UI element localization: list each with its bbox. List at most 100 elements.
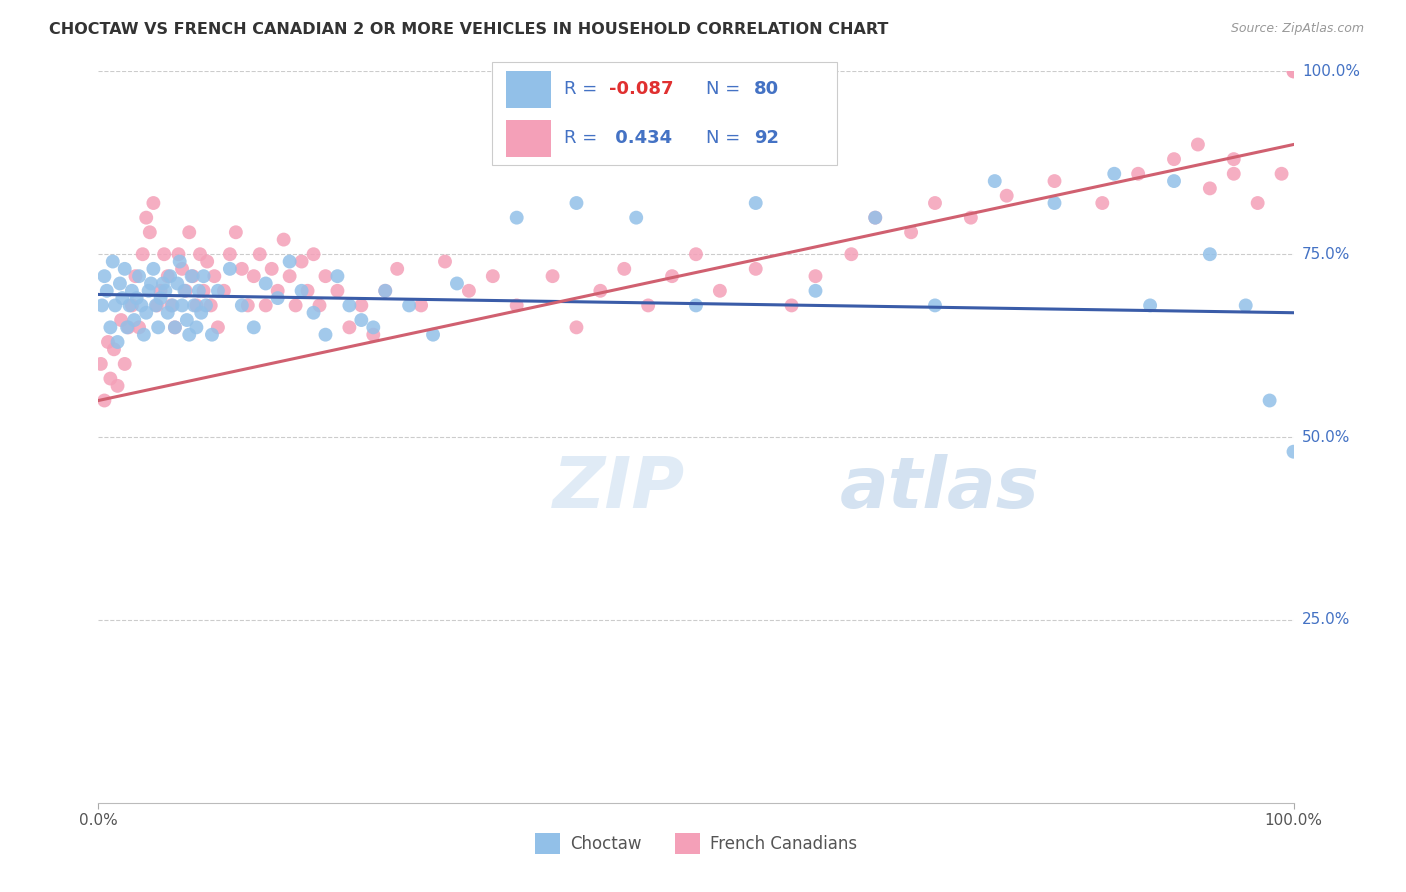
Point [149, 291, 172, 305]
Point [278, 254, 301, 268]
Point [225, 225, 247, 239]
Point [121, 284, 143, 298]
Point [114, 261, 136, 276]
Point [254, 277, 277, 291]
Bar [506, 120, 551, 157]
Point [685, 247, 707, 261]
Point [260, 261, 283, 276]
Point [163, 320, 186, 334]
Point [153, 247, 176, 261]
Point [350, 298, 373, 312]
Point [231, 261, 253, 276]
Point [188, 247, 211, 261]
Point [193, 284, 215, 298]
Point [291, 254, 314, 268]
Point [219, 261, 242, 276]
Point [291, 284, 314, 298]
Point [398, 298, 420, 312]
Point [156, 269, 179, 284]
Point [131, 298, 153, 312]
Point [434, 254, 457, 268]
Point [135, 306, 157, 320]
Point [200, 298, 222, 312]
Point [114, 357, 136, 371]
Point [565, 196, 588, 211]
Point [1104, 167, 1126, 181]
Point [626, 211, 648, 225]
Text: 75.0%: 75.0% [1302, 247, 1350, 261]
Point [118, 298, 141, 312]
Point [506, 298, 529, 312]
Text: 0.434: 0.434 [609, 129, 672, 147]
Point [103, 343, 125, 357]
Point [995, 188, 1018, 202]
Point [124, 269, 146, 284]
Point [90, 357, 112, 371]
Point [780, 298, 803, 312]
Point [297, 284, 319, 298]
Point [661, 269, 683, 284]
Point [132, 327, 155, 342]
Point [111, 291, 134, 305]
Point [374, 284, 396, 298]
Point [315, 327, 337, 342]
Point [202, 269, 225, 284]
Point [138, 284, 160, 298]
Point [167, 247, 190, 261]
Point [565, 320, 588, 334]
Point [139, 277, 162, 291]
Point [93, 393, 115, 408]
Point [1234, 298, 1257, 312]
Point [93, 269, 115, 284]
Point [166, 277, 188, 291]
Point [1199, 247, 1222, 261]
Point [422, 327, 444, 342]
Point [139, 225, 162, 239]
Point [179, 327, 201, 342]
Point [1247, 196, 1270, 211]
Point [162, 298, 184, 312]
Point [181, 269, 204, 284]
Point [1128, 167, 1150, 181]
Point [186, 320, 208, 334]
Point [865, 211, 887, 225]
Point [506, 211, 529, 225]
Point [190, 306, 212, 320]
Point [709, 284, 731, 298]
Point [411, 298, 433, 312]
Point [1282, 64, 1305, 78]
Point [924, 196, 946, 211]
Point [254, 298, 277, 312]
Point [243, 320, 266, 334]
Point [108, 277, 131, 291]
Point [183, 298, 205, 312]
Point [142, 261, 165, 276]
Point [128, 320, 150, 334]
Point [159, 269, 181, 284]
Point [302, 247, 325, 261]
Point [142, 196, 165, 211]
Point [541, 269, 564, 284]
Point [155, 284, 177, 298]
Text: 100.0%: 100.0% [1302, 64, 1360, 78]
Point [589, 284, 612, 298]
Point [267, 284, 290, 298]
Point [960, 211, 983, 225]
Point [212, 284, 235, 298]
Point [267, 291, 290, 305]
Point [149, 284, 172, 298]
Text: CHOCTAW VS FRENCH CANADIAN 2 OR MORE VEHICLES IN HOUSEHOLD CORRELATION CHART: CHOCTAW VS FRENCH CANADIAN 2 OR MORE VEH… [49, 22, 889, 37]
Point [101, 254, 124, 268]
Point [219, 247, 242, 261]
Point [180, 269, 202, 284]
Point [193, 269, 215, 284]
Text: -0.087: -0.087 [609, 80, 673, 98]
Point [900, 225, 922, 239]
Point [97, 334, 120, 349]
Point [152, 277, 174, 291]
Point [174, 284, 197, 298]
Point [187, 284, 209, 298]
Point [302, 306, 325, 320]
Point [1199, 181, 1222, 195]
Point [173, 284, 195, 298]
